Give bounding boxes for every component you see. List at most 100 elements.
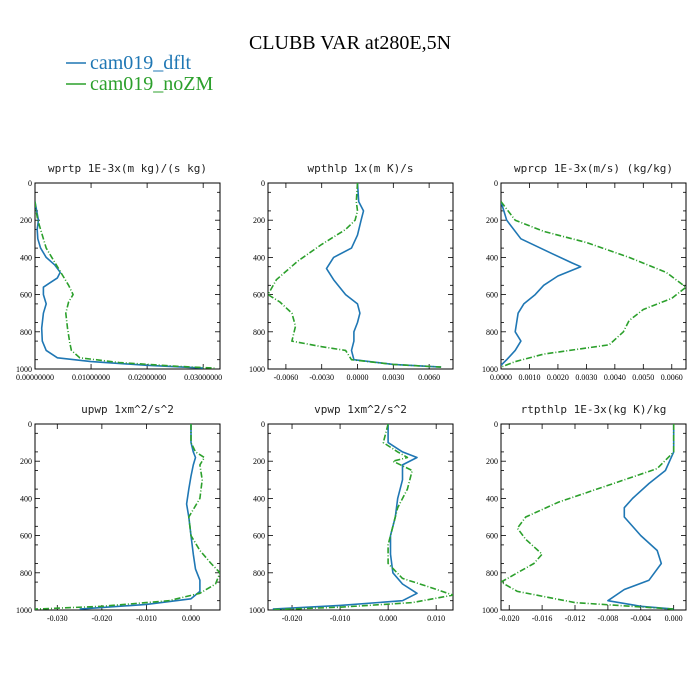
x-tick-label: 0.0000	[490, 373, 512, 382]
y-tick-label: 400	[253, 494, 265, 503]
x-tick-label: 0.02000000	[128, 373, 166, 382]
y-tick-label: 200	[253, 216, 265, 225]
x-tick-label: -0.020	[499, 614, 520, 623]
subplot-title: wprtp 1E-3x(m kg)/(s kg)	[48, 162, 207, 175]
x-tick-label: -0.004	[630, 614, 651, 623]
y-tick-label: 0	[261, 179, 265, 188]
y-tick-label: 1000	[482, 606, 498, 615]
figure-title: CLUBB VAR at280E,5N	[249, 32, 451, 54]
series-line-noZM	[35, 201, 215, 369]
y-tick-label: 200	[253, 457, 265, 466]
y-tick-label: 0	[28, 179, 32, 188]
x-tick-label: 0.0060	[661, 373, 683, 382]
y-tick-label: 800	[20, 569, 32, 578]
series-line-dflt	[501, 201, 582, 366]
subplot: wprcp 1E-3x(m/s) (kg/kg) 0 200 400 600 800 100…	[482, 162, 687, 382]
y-tick-label: 400	[20, 253, 32, 262]
series-line-dflt	[35, 201, 204, 369]
plot-frame	[34, 423, 221, 611]
x-tick-label: 0.000	[182, 614, 200, 623]
x-tick-label: -0.020	[92, 614, 113, 623]
y-tick-label: 200	[486, 457, 498, 466]
y-tick-label: 200	[486, 216, 498, 225]
plot-frame	[500, 182, 687, 370]
subplot-title: upwp 1xm^2/s^2	[81, 403, 174, 416]
series-line-noZM	[501, 424, 675, 610]
x-tick-label: -0.010	[330, 614, 351, 623]
subplot: rtpthlp 1E-3x(kg K)/kg02004006008001000-…	[482, 403, 687, 623]
x-tick-label: -0.030	[47, 614, 68, 623]
y-tick-label: 400	[486, 494, 498, 503]
y-tick-label: 1000	[482, 365, 498, 374]
x-tick-label: 0.0000	[347, 373, 369, 382]
x-tick-label: 0.000	[665, 614, 683, 623]
x-tick-label: 0.01000000	[72, 373, 110, 382]
y-tick-label: 600	[20, 532, 32, 541]
y-tick-label: 0	[494, 179, 498, 188]
subplot-title: vpwp 1xm^2/s^2	[314, 403, 407, 416]
y-tick-label: 200	[20, 216, 32, 225]
x-tick-label: -0.0060	[274, 373, 299, 382]
x-tick-label: 0.00000000	[16, 373, 54, 382]
x-tick-label: -0.010	[136, 614, 157, 623]
subplot-title: wprcp 1E-3x(m/s) (kg/kg)	[514, 162, 673, 175]
x-tick-label: 0.0040	[604, 373, 626, 382]
x-tick-label: 0.0030	[382, 373, 404, 382]
x-tick-label: 0.0010	[518, 373, 540, 382]
y-tick-label: 600	[253, 532, 265, 541]
y-tick-label: 1000	[16, 365, 32, 374]
y-tick-label: 200	[20, 457, 32, 466]
y-tick-label: 600	[253, 291, 265, 300]
y-tick-label: 1000	[16, 606, 32, 615]
x-tick-label: -0.0030	[309, 373, 334, 382]
subplot: vpwp 1xm^2/s^2 0 200 400 600 800 1000 -0.020 -0.…	[249, 403, 454, 623]
plot-frame	[267, 423, 454, 611]
x-tick-label: 0.0020	[547, 373, 569, 382]
y-tick-label: 0	[261, 420, 265, 429]
series-line-noZM	[501, 201, 686, 368]
subplot-title: rtpthlp 1E-3x(kg K)/kg	[521, 403, 667, 416]
legend-item: cam019_noZM	[66, 73, 214, 95]
x-tick-label: 0.0060	[418, 373, 440, 382]
x-tick-label: 0.0050	[632, 373, 654, 382]
series-line-noZM	[272, 424, 453, 610]
legend-item: cam019_dflt	[66, 52, 192, 74]
series-line-dflt	[79, 424, 201, 610]
subplot: wprtp 1E-3x(m kg)/(s kg) 0 200 400 600 800 100…	[16, 162, 222, 382]
series-line-dflt	[607, 424, 675, 610]
y-tick-label: 800	[20, 328, 32, 337]
y-tick-label: 800	[486, 328, 498, 337]
y-tick-label: 800	[253, 328, 265, 337]
legend: cam019_dflt cam019_noZM	[66, 52, 214, 95]
legend-label: cam019_noZM	[90, 73, 214, 95]
x-tick-label: 0.0030	[575, 373, 597, 382]
x-tick-label: 0.03000000	[184, 373, 222, 382]
plot-frame	[34, 182, 221, 370]
x-tick-label: 0.000	[379, 614, 397, 623]
plot-frame	[500, 423, 687, 611]
y-tick-label: 800	[486, 569, 498, 578]
subplot: upwp 1xm^2/s^2 0 200 400 600 800 1000 -0.030 -0.…	[16, 403, 221, 623]
x-tick-label: -0.008	[598, 614, 619, 623]
series-line-noZM	[268, 183, 442, 368]
x-tick-label: 0.010	[427, 614, 445, 623]
y-tick-label: 1000	[249, 606, 265, 615]
x-tick-label: -0.016	[532, 614, 553, 623]
y-tick-label: 400	[20, 494, 32, 503]
subplot: wpthlp 1x(m K)/s 0 200 400 600 800 1000 -0.0060…	[249, 162, 454, 382]
y-tick-label: 600	[20, 291, 32, 300]
x-tick-label: -0.020	[282, 614, 303, 623]
subplot-title: wpthlp 1x(m K)/s	[308, 162, 414, 175]
plot-frame	[267, 182, 454, 370]
subplot-grid: wprtp 1E-3x(m kg)/(s kg) 0 200 400 600 800 100…	[16, 162, 687, 623]
y-tick-label: 1000	[249, 365, 265, 374]
y-tick-label: 800	[253, 569, 265, 578]
series-line-dflt	[325, 183, 442, 368]
y-tick-label: 0	[494, 420, 498, 429]
y-tick-label: 600	[486, 291, 498, 300]
y-tick-label: 400	[253, 253, 265, 262]
y-tick-label: 600	[486, 532, 498, 541]
x-tick-label: -0.012	[565, 614, 586, 623]
legend-label: cam019_dflt	[90, 52, 192, 74]
